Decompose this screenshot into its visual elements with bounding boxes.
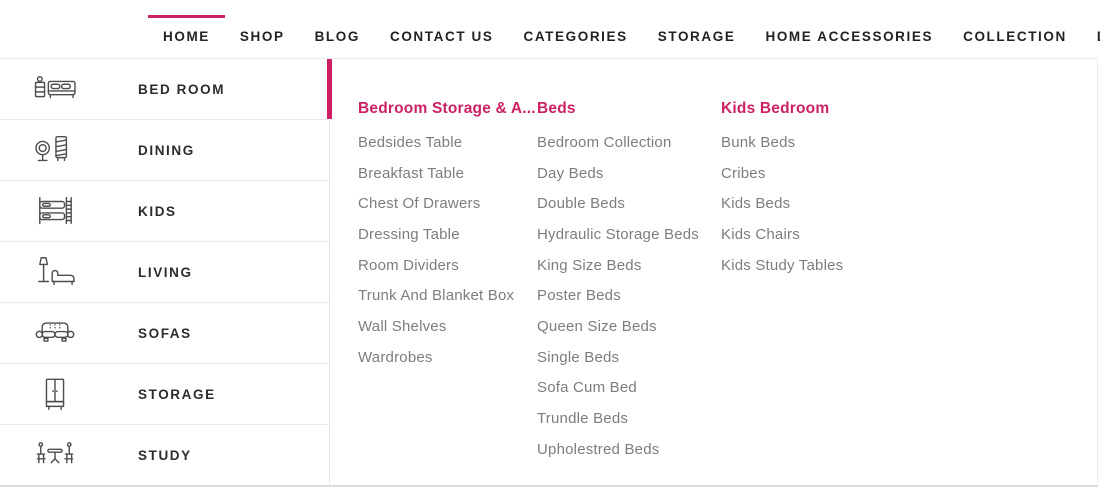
menu-column-beds: Beds Bedroom Collection Day Beds Double …: [537, 100, 721, 485]
menu-link[interactable]: Bedroom Collection: [537, 133, 672, 151]
menu-item-bedsides-table: Bedsides Table: [358, 127, 537, 158]
column-title: Bedroom Storage & A...: [358, 100, 536, 117]
nav-item-categories[interactable]: CATEGORIES: [523, 29, 628, 44]
menu-item-kids-chairs: Kids Chairs: [721, 219, 921, 250]
sidebar-item-storage[interactable]: STORAGE: [0, 364, 329, 425]
menu-item-single-beds: Single Beds: [537, 342, 721, 373]
bunk-bed-icon: [32, 192, 78, 230]
nav-item-contact-us[interactable]: CONTACT US: [389, 29, 494, 44]
top-nav: HOME SHOP BLOG CONTACT US CATEGORIES STORAGE H…: [0, 0, 1100, 58]
menu-item-kids-study-tables: Kids Study Tables: [721, 250, 921, 281]
menu-column-kids-bedroom: Kids Bedroom Bunk Beds Cribes Kids Beds …: [721, 100, 921, 485]
menu-link[interactable]: Breakfast Table: [358, 164, 465, 182]
column-links: Bedroom Collection Day Beds Double Beds …: [537, 127, 721, 465]
nav-item-shop[interactable]: SHOP: [239, 29, 285, 44]
menu-item-bunk-beds: Bunk Beds: [721, 127, 921, 158]
menu-item-poster-beds: Poster Beds: [537, 280, 721, 311]
column-title: Beds: [537, 100, 576, 117]
menu-item-wall-shelves: Wall Shelves: [358, 311, 537, 342]
menu-link[interactable]: Hydraulic Storage Beds: [537, 225, 699, 243]
table-and-chairs-icon: [32, 436, 78, 474]
menu-link[interactable]: Queen Size Beds: [537, 317, 657, 335]
menu-link[interactable]: Single Beds: [537, 348, 620, 366]
menu-link[interactable]: Kids Beds: [721, 195, 791, 213]
nav-item-home[interactable]: HOME: [148, 15, 225, 58]
menu-item-double-beds: Double Beds: [537, 188, 721, 219]
menu-item-bedroom-collection: Bedroom Collection: [537, 127, 721, 158]
menu-link[interactable]: Wardrobes: [358, 348, 433, 366]
menu-item-wardrobes: Wardrobes: [358, 342, 537, 373]
menu-item-trundle-beds: Trundle Beds: [537, 403, 721, 434]
menu-link[interactable]: Poster Beds: [537, 287, 621, 305]
menu-item-upholestred-beds: Upholestred Beds: [537, 434, 721, 465]
sidebar-item-sofas[interactable]: SOFAS: [0, 303, 329, 364]
column-links: Bedsides Table Breakfast Table Chest Of …: [358, 127, 537, 373]
nav-items: HOME SHOP BLOG CONTACT US CATEGORIES STORAGE H…: [148, 15, 1100, 58]
menu-item-queen-size-beds: Queen Size Beds: [537, 311, 721, 342]
sidebar-item-label: BED ROOM: [138, 81, 226, 97]
nav-item-collection[interactable]: COLLECTION: [963, 29, 1067, 44]
mirror-and-cabinet-icon: [32, 131, 78, 169]
sidebar-item-label: KIDS: [138, 203, 177, 219]
menu-link[interactable]: Kids Study Tables: [721, 256, 844, 274]
floor-lamp-and-chaise-icon: [32, 253, 78, 291]
menu-link[interactable]: Sofa Cum Bed: [537, 379, 637, 397]
menu-item-chest-of-drawers: Chest Of Drawers: [358, 188, 537, 219]
bedside-table-and-bed-icon: [32, 70, 78, 108]
menu-link[interactable]: Dressing Table: [358, 225, 460, 243]
menu-link[interactable]: Day Beds: [537, 164, 604, 182]
mega-panel: Bedroom Storage & A... Bedsides Table Br…: [330, 59, 1097, 485]
nav-item-home-accessories[interactable]: HOME ACCESSORIES: [765, 29, 934, 44]
menu-item-kids-beds: Kids Beds: [721, 188, 921, 219]
menu-link[interactable]: Kids Chairs: [721, 225, 800, 243]
menu-item-trunk-and-blanket-box: Trunk And Blanket Box: [358, 280, 537, 311]
mega-menu: BED ROOM DINING KIDS: [0, 58, 1098, 487]
sidebar-item-label: STORAGE: [138, 386, 216, 402]
menu-item-room-dividers: Room Dividers: [358, 250, 537, 281]
menu-link[interactable]: Cribes: [721, 164, 766, 182]
menu-item-breakfast-table: Breakfast Table: [358, 158, 537, 189]
menu-item-day-beds: Day Beds: [537, 158, 721, 189]
menu-item-dressing-table: Dressing Table: [358, 219, 537, 250]
menu-link[interactable]: Double Beds: [537, 195, 626, 213]
sofa-icon: [32, 314, 78, 352]
nav-item-decor[interactable]: DECOR: [1082, 15, 1100, 58]
nav-item-blog[interactable]: BLOG: [314, 29, 360, 44]
menu-link[interactable]: King Size Beds: [537, 256, 642, 274]
menu-link[interactable]: Bedsides Table: [358, 133, 463, 151]
menu-item-king-size-beds: King Size Beds: [537, 250, 721, 281]
menu-link[interactable]: Trundle Beds: [537, 410, 629, 428]
sidebar-item-living[interactable]: LIVING: [0, 242, 329, 303]
sidebar-item-study[interactable]: STUDY: [0, 425, 329, 485]
menu-link[interactable]: Chest Of Drawers: [358, 195, 481, 213]
menu-item-cribes: Cribes: [721, 158, 921, 189]
menu-link[interactable]: Bunk Beds: [721, 133, 796, 151]
column-links: Bunk Beds Cribes Kids Beds Kids Chairs K…: [721, 127, 921, 280]
menu-link[interactable]: Room Dividers: [358, 256, 459, 274]
sidebar-item-kids[interactable]: KIDS: [0, 181, 329, 242]
sidebar-item-label: DINING: [138, 142, 195, 158]
menu-link[interactable]: Trunk And Blanket Box: [358, 287, 515, 305]
category-sidebar: BED ROOM DINING KIDS: [0, 59, 332, 485]
nav-item-storage[interactable]: STORAGE: [657, 29, 736, 44]
menu-link[interactable]: Wall Shelves: [358, 317, 447, 335]
column-title: Kids Bedroom: [721, 100, 830, 117]
sidebar-item-label: STUDY: [138, 447, 192, 463]
sidebar-item-label: LIVING: [138, 264, 193, 280]
menu-item-hydraulic-storage-beds: Hydraulic Storage Beds: [537, 219, 721, 250]
menu-column-bedroom-storage: Bedroom Storage & A... Bedsides Table Br…: [358, 100, 537, 485]
sidebar-item-label: SOFAS: [138, 325, 192, 341]
wardrobe-icon: [32, 375, 78, 413]
sidebar-item-bed-room[interactable]: BED ROOM: [0, 59, 332, 120]
menu-link[interactable]: Upholestred Beds: [537, 440, 660, 458]
sidebar-item-dining[interactable]: DINING: [0, 120, 329, 181]
menu-item-sofa-cum-bed: Sofa Cum Bed: [537, 373, 721, 404]
